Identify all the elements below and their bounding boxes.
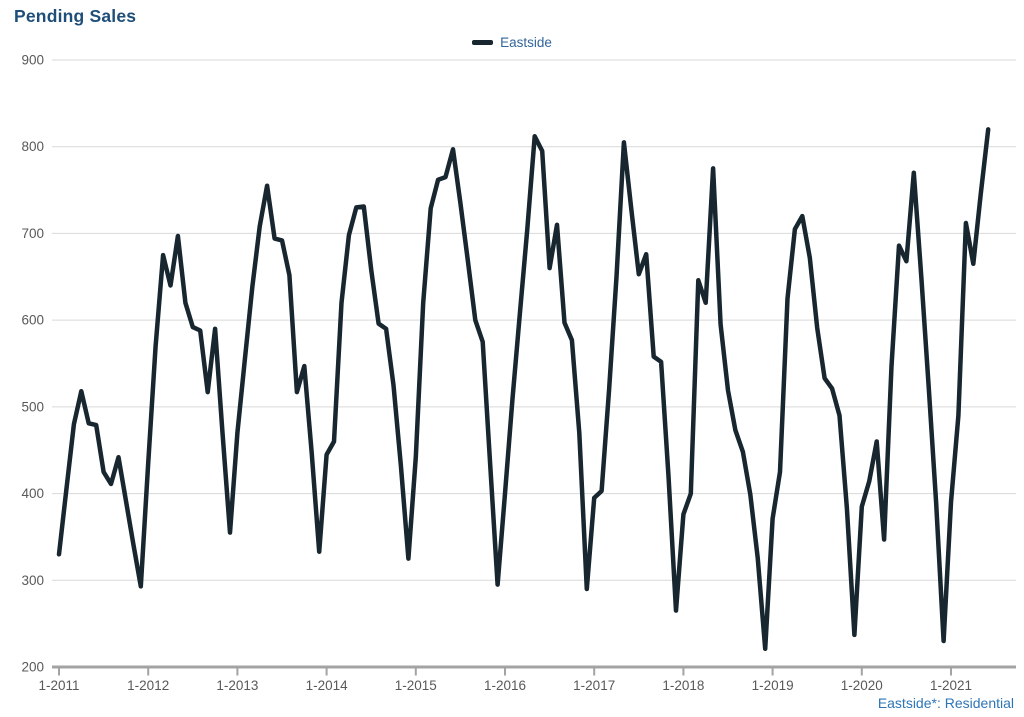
- series-line-eastside: [56, 127, 991, 652]
- y-tick-label-200: 200: [21, 660, 44, 675]
- y-tick-label-700: 700: [21, 226, 44, 241]
- x-tick-label-1-2015: 1-2015: [395, 678, 437, 693]
- y-tick-label-600: 600: [21, 313, 44, 328]
- y-tick-label-800: 800: [21, 139, 44, 154]
- footnote: Eastside*: Residential: [877, 695, 1014, 711]
- x-tick-label-1-2014: 1-2014: [306, 678, 349, 693]
- y-tick-label-400: 400: [21, 486, 44, 501]
- x-tick-label-1-2011: 1-2011: [38, 678, 79, 693]
- y-tick-label-300: 300: [21, 573, 44, 588]
- x-tick-label-1-2018: 1-2018: [662, 678, 704, 693]
- x-tick-label-1-2019: 1-2019: [752, 678, 794, 693]
- page-title: Pending Sales: [14, 6, 137, 26]
- y-tick-label-500: 500: [21, 399, 44, 414]
- y-tick-label-900: 900: [21, 53, 44, 68]
- x-tick-label-1-2012: 1-2012: [127, 678, 169, 693]
- x-tick-label-1-2020: 1-2020: [841, 678, 883, 693]
- x-tick-label-1-2017: 1-2017: [573, 678, 615, 693]
- x-tick-label-1-2016: 1-2016: [484, 678, 526, 693]
- x-tick-label-1-2013: 1-2013: [216, 678, 258, 693]
- x-tick-label-1-2021: 1-2021: [930, 678, 972, 693]
